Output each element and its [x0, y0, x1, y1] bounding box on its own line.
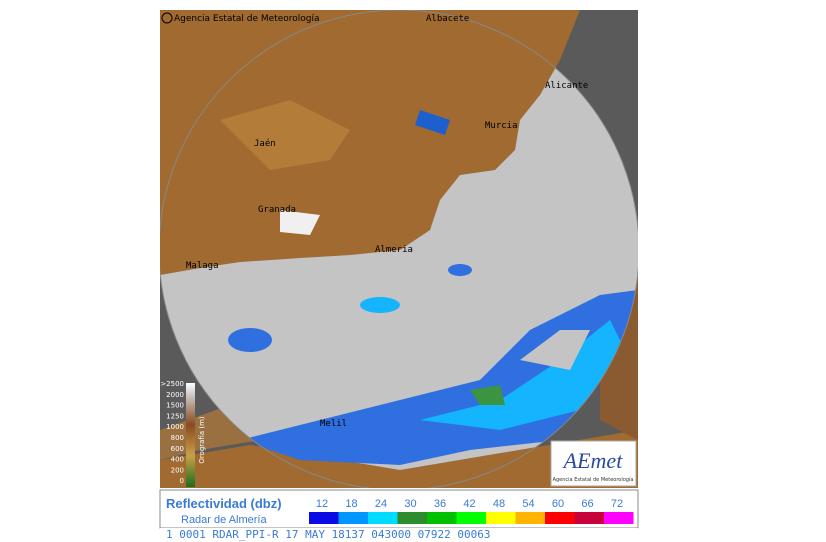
legend-title: Reflectividad (dbz): [166, 496, 282, 511]
city-label: Granada: [258, 205, 296, 215]
legend-tick: 12: [316, 498, 328, 510]
legend-tick: 36: [434, 498, 446, 510]
logo: AEmet Agencia Estatal de Meteorología: [550, 440, 637, 487]
legend-swatch: [309, 512, 339, 524]
logo-subtitle: Agencia Estatal de Meteorología: [553, 476, 634, 483]
elevation-title: Orografía (m): [198, 416, 206, 464]
legend-tick: 42: [463, 498, 475, 510]
legend-swatch: [545, 512, 575, 524]
city-label: Murcia: [485, 121, 518, 131]
city-label: Jaén: [254, 138, 276, 149]
elevation-label: 1000: [166, 423, 184, 431]
elevation-label: >2500: [160, 380, 184, 388]
legend-swatch: [486, 512, 516, 524]
city-label: Melil: [320, 419, 347, 429]
legend-swatch: [368, 512, 398, 524]
elevation-label: 1500: [166, 402, 184, 410]
copyright-icon: [161, 12, 173, 24]
legend-tick: 66: [581, 498, 593, 510]
elevation-label: 200: [171, 466, 184, 474]
legend-swatch: [515, 512, 545, 524]
legend-tick: 72: [611, 498, 623, 510]
copyright: Agencia Estatal de Meteorología: [174, 14, 320, 24]
cities: Albacete Alicante Murcia Jaén Granada Al…: [186, 14, 588, 429]
elevation-label: 0: [180, 477, 184, 485]
legend-subtitle: Radar de Almería: [181, 514, 267, 526]
legend-tick: 18: [345, 498, 357, 510]
city-label: Alicante: [545, 81, 588, 91]
legend-tick: 30: [404, 498, 416, 510]
elevation-label: 800: [171, 434, 184, 442]
elevation-bar: [186, 383, 195, 487]
city-label: Almeria: [375, 245, 413, 255]
logo-name: AEmet: [562, 448, 624, 473]
legend-swatch: [427, 512, 457, 524]
city-label: Albacete: [426, 14, 469, 24]
reflectivity-legend: Reflectividad (dbz) Radar de Almería 12 1…: [159, 489, 639, 529]
elevation-legend: Orografía (m) >2500200015001250100080060…: [160, 380, 206, 487]
elevation-label: 2000: [166, 391, 184, 399]
legend-swatch: [604, 512, 634, 524]
status-bar: [160, 528, 638, 542]
elevation-label: 400: [171, 456, 184, 464]
legend-tick: 24: [375, 498, 387, 510]
elevation-label: 1250: [166, 412, 184, 420]
legend-tick: 60: [552, 498, 564, 510]
legend-tick: 54: [522, 498, 534, 510]
legend-swatch: [456, 512, 486, 524]
legend-tick: 48: [493, 498, 505, 510]
status-line: 1 0001 RDAR_PPI-R 17 MAY 18137 043000 07…: [166, 528, 491, 541]
radar-map: [160, 10, 638, 488]
legend-swatch: [574, 512, 604, 524]
city-label: Malaga: [186, 261, 219, 271]
legend-swatch: [338, 512, 368, 524]
elevation-label: 600: [171, 445, 184, 453]
legend-swatch: [397, 512, 427, 524]
